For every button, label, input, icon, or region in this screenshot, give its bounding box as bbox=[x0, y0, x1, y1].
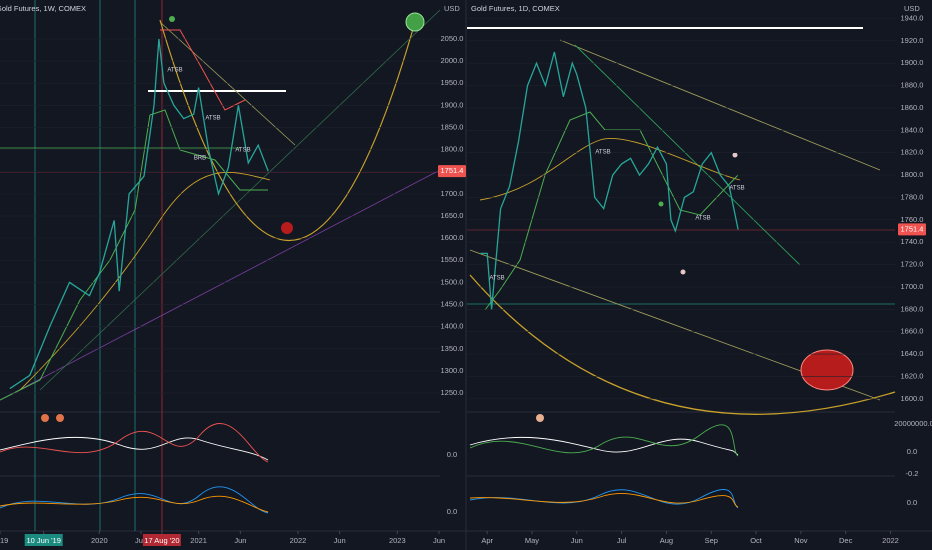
right-drawings bbox=[467, 27, 896, 509]
price-line bbox=[480, 51, 739, 310]
y-tick-label: 1900.0 bbox=[901, 58, 924, 67]
last-price: 1751.4 bbox=[901, 224, 924, 233]
y-tick-label: 2050.0 bbox=[441, 34, 464, 43]
y-tick-label: 1920.0 bbox=[901, 36, 924, 45]
annotation: ATSB bbox=[595, 150, 610, 156]
y-tick-label: 1250.0 bbox=[441, 388, 464, 397]
y-tick-label: 1800.0 bbox=[901, 170, 924, 179]
y-tick-label: 1950.0 bbox=[441, 78, 464, 87]
y-tick-label: 1600.0 bbox=[441, 233, 464, 242]
x-tick-label: Jun bbox=[135, 536, 147, 545]
y-tick-label: 1350.0 bbox=[441, 344, 464, 353]
y-tick-label: 1500.0 bbox=[441, 277, 464, 286]
price-line bbox=[9, 38, 269, 390]
y-tick-label: 1400.0 bbox=[441, 322, 464, 331]
annotation: ATSB bbox=[489, 276, 504, 282]
y-tick-label: 1880.0 bbox=[901, 81, 924, 90]
y-tick-label: 1300.0 bbox=[441, 366, 464, 375]
y-tick-label: 1600.0 bbox=[901, 394, 924, 403]
x-tick-label: 17 Aug '20 bbox=[144, 536, 179, 545]
crosshair-label-bg bbox=[24, 534, 63, 546]
indicator-tick-label: 0.0 bbox=[907, 447, 917, 456]
y-tick-label: 1840.0 bbox=[901, 125, 924, 134]
unit-label: USD bbox=[904, 4, 920, 13]
last-price: 1751.4 bbox=[441, 166, 464, 175]
x-tick-label: 2023 bbox=[389, 536, 406, 545]
y-tick-label: 1680.0 bbox=[901, 304, 924, 313]
x-tick-label: Sep bbox=[705, 536, 718, 545]
y-tick-label: 1700.0 bbox=[901, 282, 924, 291]
y-tick-label: 1450.0 bbox=[441, 300, 464, 309]
x-tick-label: 2021 bbox=[190, 536, 207, 545]
y-tick-label: 1900.0 bbox=[441, 100, 464, 109]
x-tick-label: 2022 bbox=[882, 536, 899, 545]
indicator-tick-label: 0.0 bbox=[907, 498, 917, 507]
y-tick-label: 1650.0 bbox=[441, 211, 464, 220]
last-price-bg bbox=[898, 223, 926, 236]
x-tick-label: May bbox=[525, 536, 539, 545]
annotation: ATSB bbox=[729, 186, 744, 192]
x-tick-label: 10 Jun '19 bbox=[27, 536, 61, 545]
chart-title: Gold Futures, 1D, COMEX bbox=[471, 4, 560, 13]
unit-label: USD bbox=[444, 4, 460, 13]
y-tick-label: 2000.0 bbox=[441, 56, 464, 65]
x-tick-label: Jun bbox=[234, 536, 246, 545]
y-tick-label: 1720.0 bbox=[901, 260, 924, 269]
y-tick-label: 1850.0 bbox=[441, 122, 464, 131]
y-tick-label: 1800.0 bbox=[441, 145, 464, 154]
annotation: ATSB bbox=[167, 68, 182, 74]
crosshair-label-bg bbox=[142, 534, 181, 546]
y-tick-label: 1550.0 bbox=[441, 255, 464, 264]
y-tick-label: 1660.0 bbox=[901, 327, 924, 336]
y-tick-label: 1780.0 bbox=[901, 192, 924, 201]
annotation: ATSB bbox=[205, 116, 220, 122]
x-tick-label: Jul bbox=[617, 536, 627, 545]
annotation: BRB bbox=[194, 156, 206, 162]
annotation: ATSB bbox=[695, 216, 710, 222]
x-tick-label: 2022 bbox=[290, 536, 307, 545]
x-tick-label: 2020 bbox=[91, 536, 108, 545]
indicator-tick-label: 20000000.0 bbox=[894, 419, 932, 428]
chart-title: Gold Futures, 1W, COMEX bbox=[0, 4, 86, 13]
indicator-tick-label: 0.0 bbox=[447, 450, 457, 459]
annotation: ATSB bbox=[235, 148, 250, 154]
y-tick-label: 1620.0 bbox=[901, 371, 924, 380]
x-tick-label: Jun bbox=[571, 536, 583, 545]
y-tick-label: 1760.0 bbox=[901, 215, 924, 224]
y-tick-label: 1640.0 bbox=[901, 349, 924, 358]
x-tick-label: Apr bbox=[481, 536, 493, 545]
x-tick-label: Dec bbox=[839, 536, 853, 545]
x-tick-label: Oct bbox=[750, 536, 763, 545]
y-tick-label: 1740.0 bbox=[901, 237, 924, 246]
x-tick-label: Nov bbox=[794, 536, 808, 545]
indicator-tick-label: -0.2 bbox=[906, 469, 919, 478]
y-tick-label: 1940.0 bbox=[901, 13, 924, 22]
x-tick-label: Jun bbox=[433, 536, 445, 545]
last-price-bg bbox=[438, 165, 466, 178]
y-tick-label: 1700.0 bbox=[441, 189, 464, 198]
x-tick-label: Aug bbox=[660, 536, 673, 545]
y-tick-label: 1860.0 bbox=[901, 103, 924, 112]
x-tick-label: Jun bbox=[334, 536, 346, 545]
y-tick-label: 1820.0 bbox=[901, 148, 924, 157]
x-tick-label: 2019 bbox=[0, 536, 8, 545]
indicator-tick-label: 0.0 bbox=[447, 507, 457, 516]
